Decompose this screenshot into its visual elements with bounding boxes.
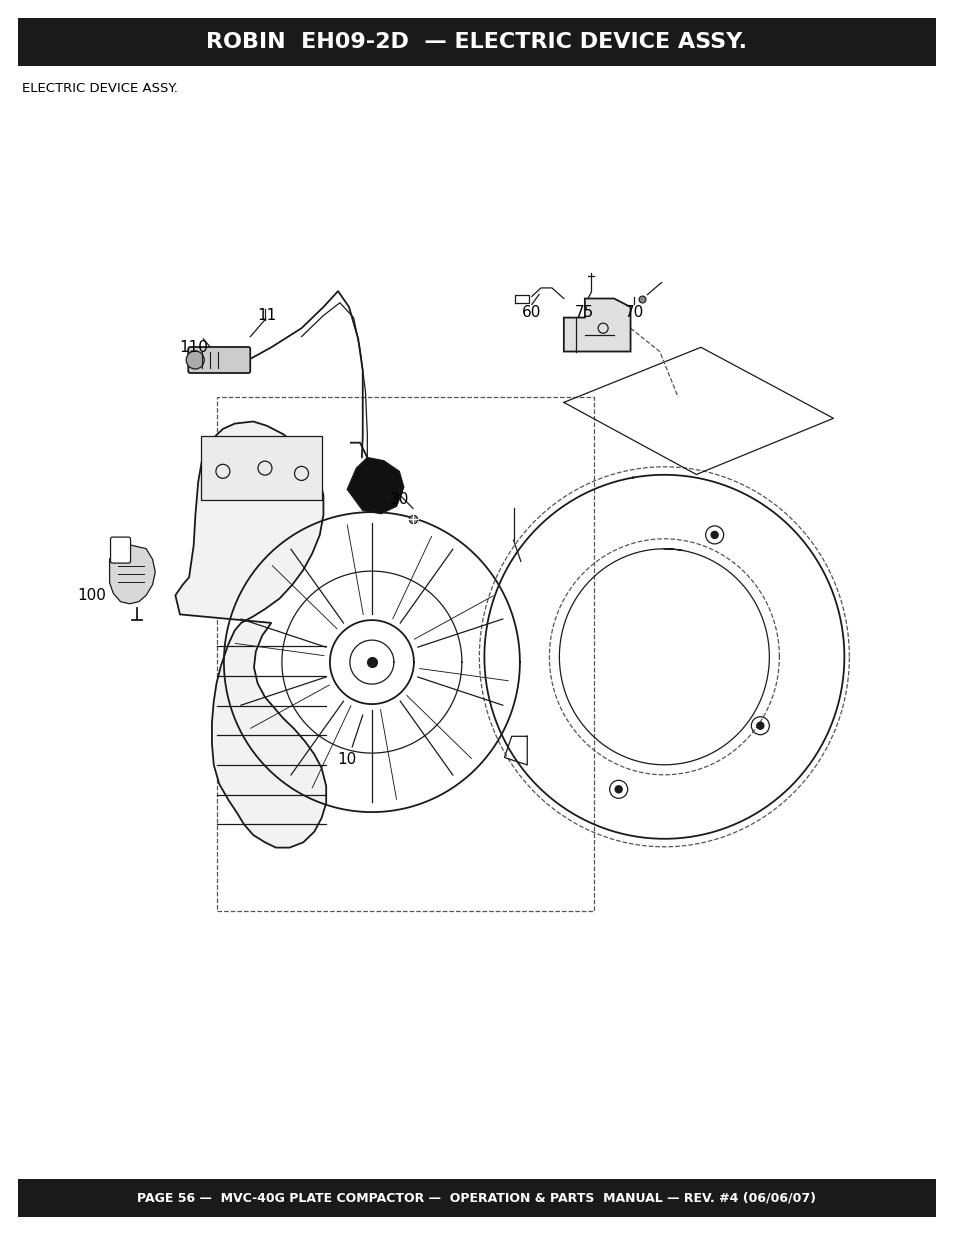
Polygon shape [175,421,326,847]
Polygon shape [347,457,403,514]
Text: 75: 75 [575,305,594,320]
FancyBboxPatch shape [188,347,250,373]
Text: 10: 10 [337,752,356,767]
Text: ELECTRIC DEVICE ASSY.: ELECTRIC DEVICE ASSY. [22,82,177,95]
Polygon shape [201,436,321,500]
Text: ROBIN  EH09-2D  — ELECTRIC DEVICE ASSY.: ROBIN EH09-2D — ELECTRIC DEVICE ASSY. [206,32,747,52]
Text: 11: 11 [257,308,276,324]
Circle shape [186,351,204,369]
FancyBboxPatch shape [111,537,131,563]
Circle shape [756,722,763,729]
Circle shape [615,785,621,793]
Text: PAGE 56 —  MVC-40G PLATE COMPACTOR —  OPERATION & PARTS  MANUAL — REV. #4 (06/06: PAGE 56 — MVC-40G PLATE COMPACTOR — OPER… [137,1192,816,1204]
Text: 60: 60 [521,305,541,320]
Polygon shape [563,299,630,352]
Text: 110: 110 [179,340,208,354]
Text: 30: 30 [389,493,409,508]
Bar [18,1179,935,1216]
Bar [18,19,935,65]
Text: 100: 100 [77,588,106,603]
Text: 70: 70 [624,305,643,320]
Polygon shape [110,545,155,604]
Circle shape [710,531,718,538]
